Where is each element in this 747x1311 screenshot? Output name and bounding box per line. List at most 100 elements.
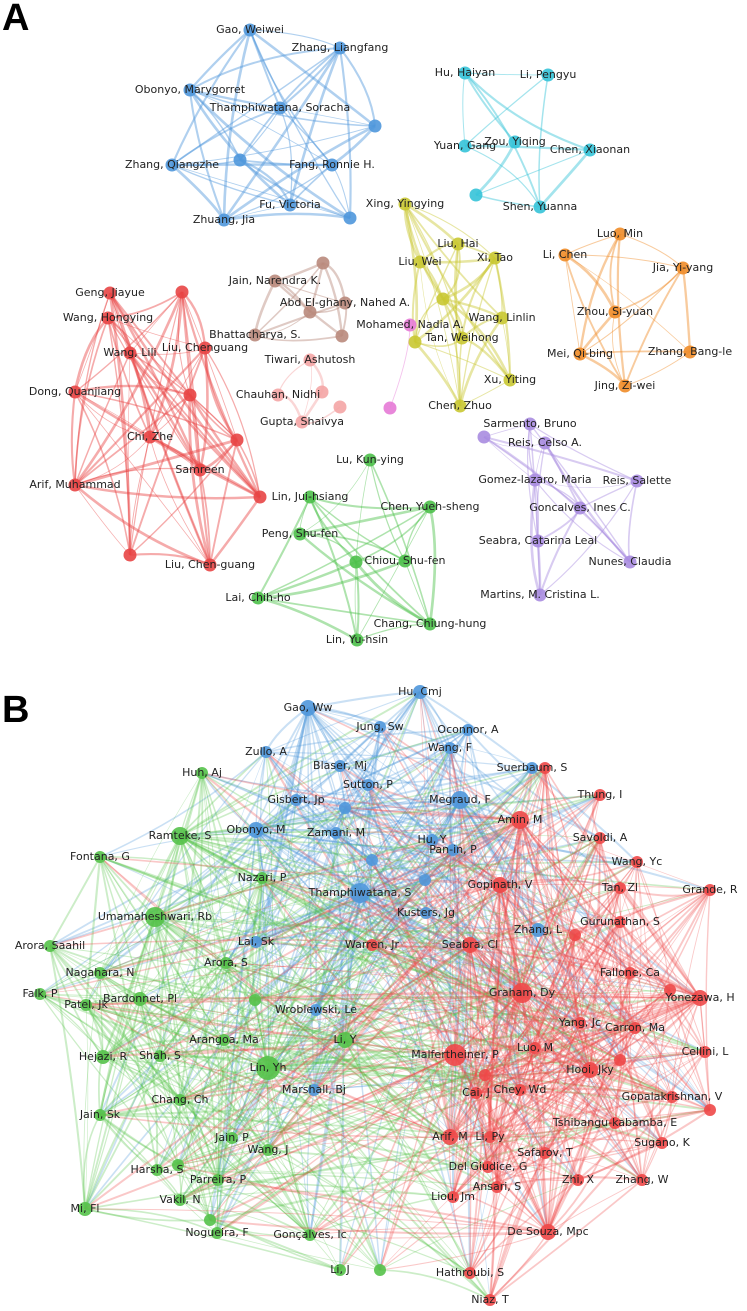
edge	[442, 297, 512, 381]
edge	[464, 72, 541, 208]
edge	[267, 1065, 486, 1076]
node	[374, 1264, 386, 1276]
edge	[159, 1054, 269, 1070]
node-label: Oconnor, A	[437, 723, 499, 736]
node	[462, 937, 478, 953]
edge	[469, 944, 549, 1233]
edge	[534, 921, 621, 1049]
node	[183, 83, 197, 97]
edge	[681, 267, 692, 353]
edge	[344, 1039, 579, 1181]
edge	[189, 89, 241, 161]
edge	[267, 1149, 471, 1274]
node	[310, 1004, 322, 1016]
node	[608, 305, 622, 319]
edge	[231, 849, 454, 1139]
edge	[309, 837, 601, 1236]
edge	[39, 993, 346, 1041]
node-label: Li, Pengyu	[520, 68, 577, 81]
edge	[74, 391, 211, 566]
node-label: Marshall, Bj	[282, 1083, 346, 1096]
edge	[313, 726, 381, 1091]
edge	[99, 1114, 219, 1181]
node	[226, 1132, 238, 1144]
edge	[344, 747, 451, 1041]
edge	[267, 921, 621, 1069]
edge	[529, 423, 541, 596]
edge	[129, 291, 183, 556]
edge	[519, 1089, 643, 1181]
edge	[209, 1149, 269, 1221]
node	[523, 417, 537, 431]
edge	[466, 944, 477, 1094]
edge	[487, 1108, 711, 1168]
edge	[307, 707, 591, 1071]
edge	[154, 916, 346, 1041]
edge	[217, 767, 533, 1181]
edge	[279, 107, 293, 206]
node-label: Xi, Tao	[477, 251, 513, 264]
edge	[99, 972, 219, 1181]
node	[573, 501, 587, 515]
node-label: Hejazi, R	[79, 1050, 128, 1063]
edge	[339, 765, 361, 894]
edge	[359, 892, 451, 1138]
node	[408, 335, 422, 349]
edge	[128, 352, 202, 471]
edge	[223, 212, 351, 222]
edge	[295, 799, 427, 914]
edge	[267, 1051, 706, 1070]
edge	[84, 835, 181, 1210]
edge	[578, 233, 622, 355]
edge	[629, 972, 643, 1181]
edge	[599, 837, 673, 1098]
edge	[519, 819, 616, 1124]
node	[68, 385, 82, 399]
edge	[254, 262, 324, 336]
edge	[452, 849, 701, 999]
edge	[255, 794, 601, 943]
edge	[188, 394, 262, 498]
node	[304, 1229, 316, 1241]
edge	[39, 832, 337, 995]
node-label: Lu, Kun-ying	[336, 453, 404, 466]
edge	[619, 887, 622, 1061]
edge	[255, 767, 533, 831]
edge	[265, 751, 546, 1154]
edge	[414, 341, 511, 381]
edge	[344, 1039, 521, 1091]
edge	[619, 887, 711, 897]
edge	[315, 992, 523, 1011]
node-label: Li, J	[330, 1263, 349, 1276]
edge	[74, 467, 201, 486]
edge	[313, 784, 369, 1091]
edge	[255, 829, 536, 1049]
edge	[464, 145, 541, 208]
node	[623, 555, 637, 569]
node-label: Liu, Wei	[398, 255, 441, 268]
node	[528, 473, 542, 487]
edge	[339, 765, 523, 994]
node	[495, 311, 509, 325]
node-label: Parreira, P	[190, 1173, 247, 1186]
node-label: Wang, Yc	[612, 855, 663, 868]
edge	[359, 839, 433, 894]
edge	[255, 807, 346, 943]
edge	[154, 879, 426, 918]
edge	[339, 944, 471, 1271]
node-label: Arif, M	[432, 1130, 467, 1143]
edge	[179, 729, 469, 837]
node	[368, 119, 382, 133]
edge	[371, 859, 521, 1091]
edge	[424, 879, 701, 999]
node	[423, 500, 437, 514]
edge	[339, 728, 469, 768]
edge	[367, 691, 421, 786]
edge	[619, 1059, 663, 1144]
edge	[254, 707, 309, 1001]
edge	[225, 691, 421, 964]
node-label: Li, Chen	[543, 248, 588, 261]
node	[198, 341, 212, 355]
edge	[449, 849, 460, 1138]
edge	[519, 819, 581, 1024]
